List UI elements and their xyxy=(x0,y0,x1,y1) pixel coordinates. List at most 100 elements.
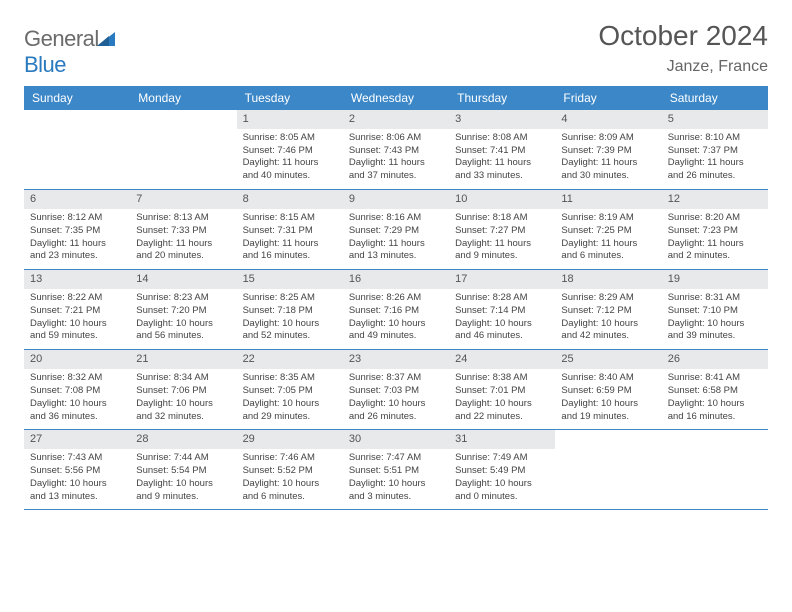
calendar-week: 1Sunrise: 8:05 AMSunset: 7:46 PMDaylight… xyxy=(24,110,768,190)
sunset-text: Sunset: 7:03 PM xyxy=(349,385,443,398)
sunrise-text: Sunrise: 7:47 AM xyxy=(349,452,443,465)
daylight-text-2: and 26 minutes. xyxy=(349,411,443,424)
sunset-text: Sunset: 7:33 PM xyxy=(136,225,230,238)
sunset-text: Sunset: 7:39 PM xyxy=(561,145,655,158)
daylight-text-2: and 6 minutes. xyxy=(243,491,337,504)
day-number: 24 xyxy=(449,350,555,369)
sunrise-text: Sunrise: 8:09 AM xyxy=(561,132,655,145)
logo-text: GeneralBlue xyxy=(24,26,117,78)
calendar-day: 30Sunrise: 7:47 AMSunset: 5:51 PMDayligh… xyxy=(343,430,449,509)
calendar-day: 26Sunrise: 8:41 AMSunset: 6:58 PMDayligh… xyxy=(662,350,768,429)
sunrise-text: Sunrise: 7:49 AM xyxy=(455,452,549,465)
daylight-text-2: and 22 minutes. xyxy=(455,411,549,424)
calendar-page: GeneralBlue October 2024 Janze, France S… xyxy=(0,0,792,530)
weekday-header: Monday xyxy=(130,86,236,110)
calendar-day: 4Sunrise: 8:09 AMSunset: 7:39 PMDaylight… xyxy=(555,110,661,189)
daylight-text-1: Daylight: 10 hours xyxy=(349,478,443,491)
sunrise-text: Sunrise: 8:23 AM xyxy=(136,292,230,305)
day-number: 5 xyxy=(662,110,768,129)
weekday-header-row: SundayMondayTuesdayWednesdayThursdayFrid… xyxy=(24,86,768,110)
daylight-text-2: and 52 minutes. xyxy=(243,330,337,343)
day-number: 2 xyxy=(343,110,449,129)
calendar-day: 28Sunrise: 7:44 AMSunset: 5:54 PMDayligh… xyxy=(130,430,236,509)
calendar-day: 14Sunrise: 8:23 AMSunset: 7:20 PMDayligh… xyxy=(130,270,236,349)
sunset-text: Sunset: 7:46 PM xyxy=(243,145,337,158)
sunrise-text: Sunrise: 8:22 AM xyxy=(30,292,124,305)
day-number: 15 xyxy=(237,270,343,289)
day-info: Sunrise: 8:08 AMSunset: 7:41 PMDaylight:… xyxy=(449,129,555,189)
sunset-text: Sunset: 7:21 PM xyxy=(30,305,124,318)
day-info: Sunrise: 8:38 AMSunset: 7:01 PMDaylight:… xyxy=(449,369,555,429)
sunset-text: Sunset: 7:27 PM xyxy=(455,225,549,238)
day-number: 25 xyxy=(555,350,661,369)
weekday-header: Wednesday xyxy=(343,86,449,110)
sunset-text: Sunset: 7:10 PM xyxy=(668,305,762,318)
calendar-day: 17Sunrise: 8:28 AMSunset: 7:14 PMDayligh… xyxy=(449,270,555,349)
daylight-text-1: Daylight: 11 hours xyxy=(243,157,337,170)
sunrise-text: Sunrise: 8:37 AM xyxy=(349,372,443,385)
sunrise-text: Sunrise: 8:41 AM xyxy=(668,372,762,385)
daylight-text-1: Daylight: 10 hours xyxy=(561,318,655,331)
calendar-day: 16Sunrise: 8:26 AMSunset: 7:16 PMDayligh… xyxy=(343,270,449,349)
calendar-week: 6Sunrise: 8:12 AMSunset: 7:35 PMDaylight… xyxy=(24,190,768,270)
sunset-text: Sunset: 5:54 PM xyxy=(136,465,230,478)
day-info: Sunrise: 8:20 AMSunset: 7:23 PMDaylight:… xyxy=(662,209,768,269)
daylight-text-2: and 0 minutes. xyxy=(455,491,549,504)
day-number: 17 xyxy=(449,270,555,289)
day-info: Sunrise: 8:15 AMSunset: 7:31 PMDaylight:… xyxy=(237,209,343,269)
weekday-header: Friday xyxy=(555,86,661,110)
daylight-text-2: and 59 minutes. xyxy=(30,330,124,343)
daylight-text-2: and 42 minutes. xyxy=(561,330,655,343)
calendar-body: 1Sunrise: 8:05 AMSunset: 7:46 PMDaylight… xyxy=(24,110,768,510)
calendar-day: 6Sunrise: 8:12 AMSunset: 7:35 PMDaylight… xyxy=(24,190,130,269)
day-info: Sunrise: 8:41 AMSunset: 6:58 PMDaylight:… xyxy=(662,369,768,429)
sunrise-text: Sunrise: 8:26 AM xyxy=(349,292,443,305)
daylight-text-1: Daylight: 11 hours xyxy=(349,238,443,251)
daylight-text-2: and 3 minutes. xyxy=(349,491,443,504)
logo: GeneralBlue xyxy=(24,20,117,78)
location: Janze, France xyxy=(598,58,768,76)
calendar-day: 27Sunrise: 7:43 AMSunset: 5:56 PMDayligh… xyxy=(24,430,130,509)
day-info: Sunrise: 8:09 AMSunset: 7:39 PMDaylight:… xyxy=(555,129,661,189)
daylight-text-1: Daylight: 10 hours xyxy=(30,318,124,331)
page-header: GeneralBlue October 2024 Janze, France xyxy=(24,20,768,78)
sunset-text: Sunset: 7:08 PM xyxy=(30,385,124,398)
day-info: Sunrise: 8:28 AMSunset: 7:14 PMDaylight:… xyxy=(449,289,555,349)
daylight-text-2: and 13 minutes. xyxy=(30,491,124,504)
daylight-text-1: Daylight: 10 hours xyxy=(455,318,549,331)
calendar-day: 20Sunrise: 8:32 AMSunset: 7:08 PMDayligh… xyxy=(24,350,130,429)
day-info: Sunrise: 7:47 AMSunset: 5:51 PMDaylight:… xyxy=(343,449,449,509)
day-number: 10 xyxy=(449,190,555,209)
day-info: Sunrise: 7:44 AMSunset: 5:54 PMDaylight:… xyxy=(130,449,236,509)
day-info: Sunrise: 8:37 AMSunset: 7:03 PMDaylight:… xyxy=(343,369,449,429)
calendar-day: 18Sunrise: 8:29 AMSunset: 7:12 PMDayligh… xyxy=(555,270,661,349)
calendar-day: 25Sunrise: 8:40 AMSunset: 6:59 PMDayligh… xyxy=(555,350,661,429)
day-number: 7 xyxy=(130,190,236,209)
day-number: 1 xyxy=(237,110,343,129)
sunset-text: Sunset: 5:51 PM xyxy=(349,465,443,478)
daylight-text-2: and 40 minutes. xyxy=(243,170,337,183)
daylight-text-2: and 2 minutes. xyxy=(668,250,762,263)
daylight-text-1: Daylight: 11 hours xyxy=(136,238,230,251)
calendar-day: 21Sunrise: 8:34 AMSunset: 7:06 PMDayligh… xyxy=(130,350,236,429)
calendar-day: 19Sunrise: 8:31 AMSunset: 7:10 PMDayligh… xyxy=(662,270,768,349)
daylight-text-1: Daylight: 10 hours xyxy=(136,398,230,411)
sunset-text: Sunset: 7:43 PM xyxy=(349,145,443,158)
day-info: Sunrise: 8:22 AMSunset: 7:21 PMDaylight:… xyxy=(24,289,130,349)
daylight-text-1: Daylight: 10 hours xyxy=(30,478,124,491)
calendar-day: 8Sunrise: 8:15 AMSunset: 7:31 PMDaylight… xyxy=(237,190,343,269)
day-number: 28 xyxy=(130,430,236,449)
day-number: 22 xyxy=(237,350,343,369)
sunset-text: Sunset: 5:49 PM xyxy=(455,465,549,478)
calendar-day: 13Sunrise: 8:22 AMSunset: 7:21 PMDayligh… xyxy=(24,270,130,349)
sunrise-text: Sunrise: 8:32 AM xyxy=(30,372,124,385)
sunrise-text: Sunrise: 7:44 AM xyxy=(136,452,230,465)
daylight-text-1: Daylight: 10 hours xyxy=(243,478,337,491)
sunrise-text: Sunrise: 8:20 AM xyxy=(668,212,762,225)
daylight-text-1: Daylight: 10 hours xyxy=(668,398,762,411)
day-number: 13 xyxy=(24,270,130,289)
day-number: 4 xyxy=(555,110,661,129)
daylight-text-1: Daylight: 11 hours xyxy=(455,238,549,251)
sunset-text: Sunset: 7:37 PM xyxy=(668,145,762,158)
sunrise-text: Sunrise: 7:43 AM xyxy=(30,452,124,465)
